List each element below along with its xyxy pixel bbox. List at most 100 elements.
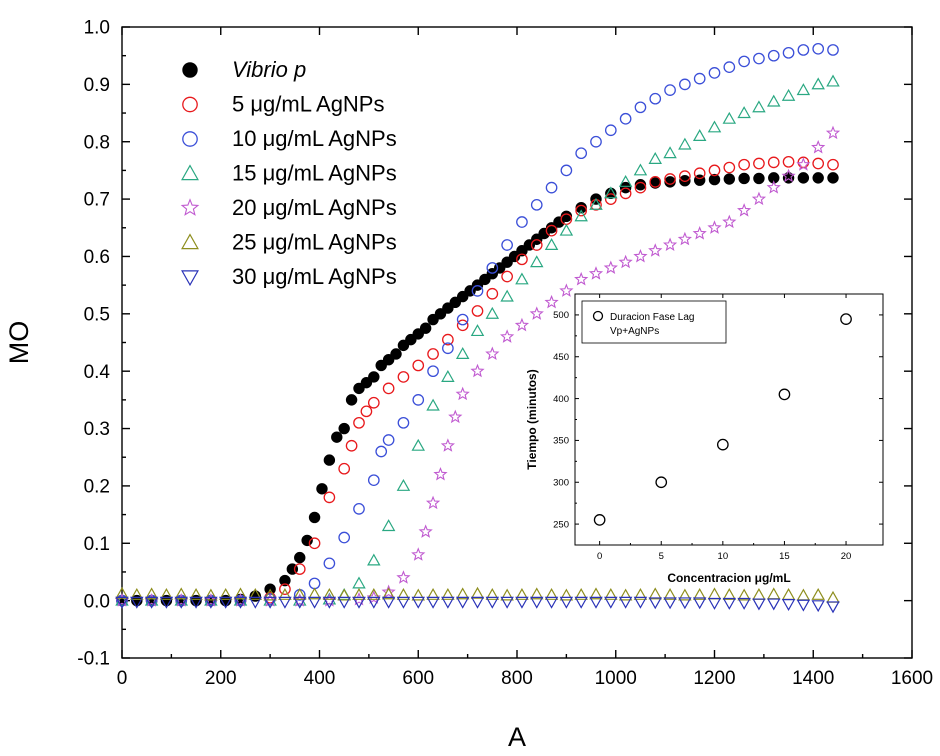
main-y-tick-label: 0.1 — [84, 534, 110, 555]
main-data-point — [530, 596, 544, 609]
main-data-point — [679, 170, 691, 182]
main-data-point — [781, 88, 796, 101]
inset-x-tick-label: 0 — [597, 551, 602, 562]
main-y-tick-label: 0.8 — [84, 132, 110, 153]
main-data-point — [381, 587, 396, 600]
legend-label-0: Vibrio p — [232, 57, 306, 82]
inset-y-tick-label: 450 — [553, 352, 569, 363]
main-data-point — [516, 253, 528, 266]
main-data-point — [323, 557, 336, 570]
main-data-point — [397, 416, 410, 429]
legend-label-4: 20 μg/mL AgNPs — [232, 195, 397, 220]
main-data-point — [722, 587, 737, 600]
main-data-point — [233, 587, 248, 600]
main-data-point — [648, 243, 663, 257]
main-y-tick-label: 0.9 — [84, 75, 110, 96]
main-data-point — [293, 563, 306, 575]
legend-marker-6 — [181, 270, 199, 287]
main-data-point — [322, 596, 337, 609]
main-data-point — [707, 587, 722, 600]
main-data-point — [204, 596, 218, 609]
inset-x-tick-label: 5 — [659, 551, 664, 562]
main-data-point — [485, 346, 500, 361]
main-data-point — [425, 495, 441, 510]
main-data-point — [456, 319, 469, 332]
legend-label-6: 30 μg/mL AgNPs — [232, 264, 397, 289]
main-data-point — [308, 537, 321, 550]
inset-y-tick-label: 300 — [553, 478, 569, 489]
main-data-point — [293, 587, 307, 600]
main-x-tick-label: 200 — [205, 668, 237, 689]
main-data-point — [797, 44, 810, 56]
main-data-point — [664, 176, 676, 188]
main-data-point — [375, 359, 387, 372]
main-data-point — [308, 577, 321, 590]
main-data-point — [293, 593, 307, 606]
legend-label-5: 25 μg/mL AgNPs — [232, 230, 397, 255]
main-data-point — [529, 306, 544, 320]
main-data-point — [781, 599, 796, 612]
main-data-point — [440, 438, 455, 452]
main-data-point — [426, 587, 440, 600]
main-data-point — [442, 302, 454, 314]
main-data-point — [516, 245, 528, 257]
legend-label-2: 10 μg/mL AgNPs — [232, 126, 397, 151]
main-data-point — [589, 197, 603, 210]
main-data-point — [825, 125, 841, 140]
main-data-point — [781, 168, 796, 183]
main-data-point — [449, 296, 461, 309]
main-data-point — [159, 596, 174, 609]
inset-x-tick-label: 20 — [841, 551, 852, 562]
main-data-point — [279, 583, 291, 596]
main-data-point — [411, 547, 426, 561]
main-data-point — [486, 287, 499, 300]
main-data-point — [501, 239, 513, 251]
main-data-point — [678, 588, 692, 601]
main-data-point — [722, 111, 737, 124]
main-data-point — [263, 588, 277, 601]
main-data-point — [648, 587, 662, 600]
main-data-point — [737, 203, 752, 217]
main-data-point — [826, 601, 840, 614]
main-data-point — [427, 348, 439, 360]
main-data-point — [360, 376, 373, 389]
main-data-point — [589, 587, 603, 600]
main-data-point — [293, 596, 307, 609]
main-data-point — [485, 587, 500, 600]
main-data-point — [664, 173, 676, 185]
main-data-point — [723, 61, 736, 74]
inset-legend-label-2: Vp+AgNPs — [610, 326, 659, 337]
main-data-point — [367, 474, 380, 487]
main-data-point — [544, 238, 559, 251]
main-data-point — [396, 478, 411, 491]
main-data-point — [345, 439, 358, 452]
main-y-tick-label: 0.4 — [84, 362, 111, 383]
main-data-point — [479, 273, 491, 286]
main-data-point — [441, 369, 455, 382]
main-data-point — [130, 596, 144, 609]
main-data-point — [367, 596, 381, 609]
main-data-point — [441, 587, 455, 600]
main-data-point — [412, 394, 425, 406]
main-data-point — [514, 317, 530, 332]
inset-data-point — [840, 313, 852, 325]
main-data-point — [144, 587, 159, 600]
main-data-point — [708, 164, 721, 177]
main-data-point — [455, 386, 470, 401]
main-data-point — [590, 135, 602, 148]
main-data-point — [390, 348, 402, 360]
main-data-point — [588, 266, 604, 280]
legend-marker-5 — [181, 233, 199, 250]
main-data-point — [352, 576, 366, 589]
main-data-point — [603, 260, 618, 274]
main-data-point — [115, 593, 129, 606]
main-data-point — [322, 587, 337, 600]
main-data-point — [811, 600, 825, 613]
main-data-point — [575, 147, 588, 160]
main-data-point — [530, 198, 543, 211]
legend-marker-0 — [182, 62, 198, 78]
main-data-point — [405, 333, 417, 346]
inset-data-point — [655, 476, 668, 489]
